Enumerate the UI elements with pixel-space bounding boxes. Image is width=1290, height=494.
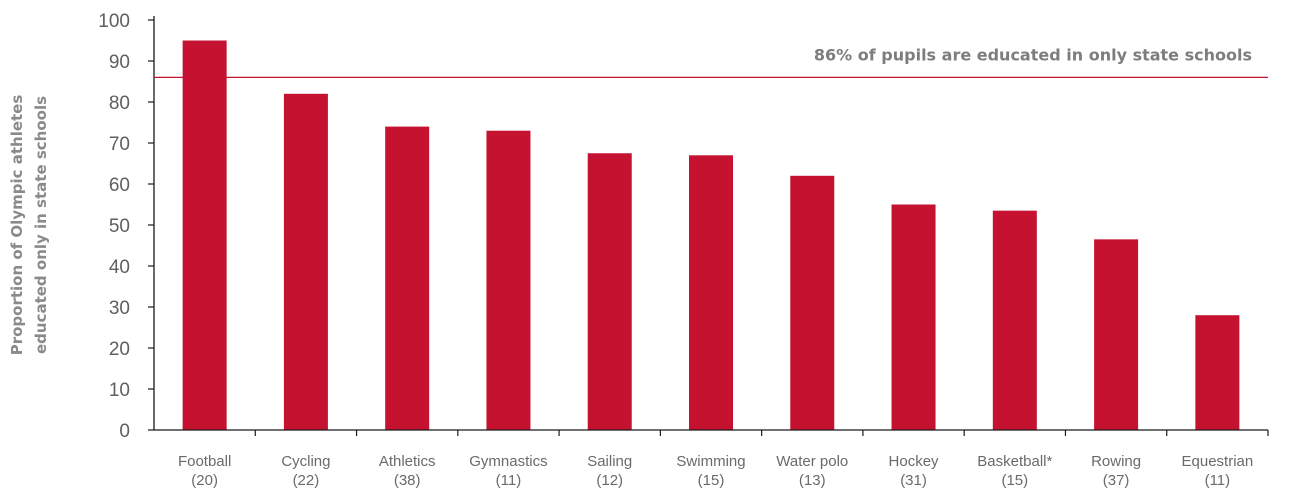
y-axis-title-line: educated only in state schools (32, 96, 50, 354)
x-tick-label: Equestrian (1182, 453, 1254, 470)
x-tick-label: Swimming (676, 453, 745, 470)
x-tick-label: Hockey (889, 453, 940, 470)
y-axis-title-line: Proportion of Olympic athletes (8, 95, 26, 356)
y-tick-label: 50 (109, 216, 130, 237)
bar-swimming (689, 155, 733, 431)
bar-sailing (587, 153, 632, 430)
y-tick-label: 0 (119, 421, 130, 442)
y-axis: 0 10 20 30 40 50 60 70 80 90 100 (98, 11, 155, 442)
y-tick-label: 60 (109, 175, 130, 196)
x-tick-count-label: (20) (191, 472, 218, 489)
x-tick-label: Gymnastics (469, 453, 547, 470)
y-tick-label: 30 (109, 298, 130, 319)
x-tick-label: Water polo (776, 453, 848, 470)
y-axis-label: Proportion of Olympic athletes educated o… (8, 95, 50, 356)
x-tick-count-label: (22) (293, 472, 320, 489)
x-tick-label: Football (178, 453, 231, 470)
x-tick-count-label: (11) (496, 472, 522, 489)
x-tick-label: Rowing (1091, 453, 1141, 470)
x-tick-count-label: (12) (596, 472, 623, 489)
y-tick-label: 40 (109, 257, 130, 278)
bar-cycling (283, 93, 328, 431)
bar-athletics (385, 126, 430, 430)
x-axis: Football (20) Cycling (22) Athletics (38) Gymn… (154, 429, 1269, 489)
x-tick-count-label: (37) (1103, 472, 1130, 489)
bar-basketball (992, 210, 1037, 430)
x-tick-count-label: (15) (698, 472, 725, 489)
x-tick-count-label: (31) (900, 472, 927, 489)
x-tick-count-label: (11) (1205, 472, 1231, 489)
y-tick-label: 80 (109, 93, 130, 114)
y-tick-label: 10 (109, 380, 130, 401)
reference-line-label: 86% of pupils are educated in only state… (814, 45, 1252, 64)
bar-rowing (1094, 239, 1139, 430)
x-tick-count-label: (13) (799, 472, 826, 489)
x-tick-label: Basketball* (977, 453, 1052, 470)
x-tick-label: Sailing (587, 453, 632, 470)
x-tick-label: Athletics (379, 453, 436, 470)
x-tick-label: Cycling (281, 453, 330, 470)
x-tick-count-label: (15) (1001, 472, 1028, 489)
y-tick-label: 100 (98, 11, 130, 32)
y-tick-label: 70 (109, 134, 130, 155)
reference-line-group: 86% of pupils are educated in only state… (154, 45, 1268, 79)
x-tick-count-label: (38) (394, 472, 421, 489)
y-tick-label: 20 (109, 339, 130, 360)
bar-equestrian (1195, 315, 1240, 430)
bar-gymnastics (486, 130, 531, 430)
bar-hockey (891, 204, 936, 430)
bar-water-polo (790, 175, 835, 430)
y-tick-label: 90 (109, 52, 130, 73)
bars (182, 40, 1240, 431)
bar-football (182, 40, 227, 430)
